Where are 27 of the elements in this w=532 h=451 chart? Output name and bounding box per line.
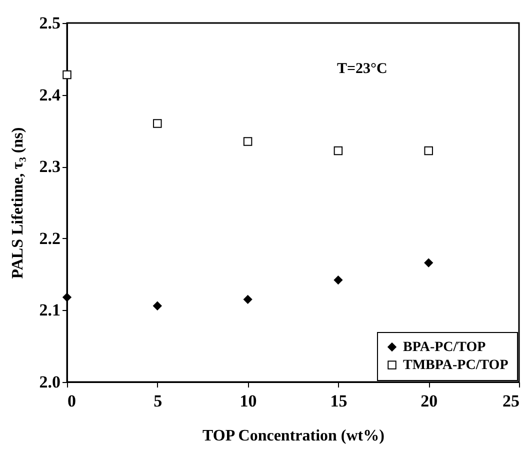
point [243,295,252,304]
x-tick-label: 20 [420,392,438,410]
annotation: T=23°C [337,61,388,77]
y-tick-label: 2.3 [39,157,60,176]
x-axis-title: TOP Concentration (wt%) [202,428,384,444]
legend-label: TMBPA-PC/TOP [403,358,509,373]
point [62,292,72,302]
y-axis-title: PALS Lifetime, τ₃ (ns) [9,127,26,279]
x-tick-label: 0 [68,392,76,410]
point [153,119,162,128]
y-tick-label: 2.5 [39,14,60,32]
legend-label: BPA-PC/TOP [403,340,486,355]
y-tick-label: 2.4 [39,85,61,104]
point [243,137,252,146]
point [424,258,433,268]
y-tick-label: 2.2 [39,228,60,248]
y-tick-label: 2.0 [39,372,60,392]
x-tick-label: 5 [154,392,162,410]
x-tick-label: 15 [330,392,348,410]
point [334,146,343,156]
point [153,302,162,310]
x-tick-label: 25 [502,392,520,410]
point [334,276,343,284]
point [424,146,433,156]
x-tick-label: 10 [240,392,257,410]
y-tick-label: 2.1 [39,300,60,320]
point [62,70,72,80]
